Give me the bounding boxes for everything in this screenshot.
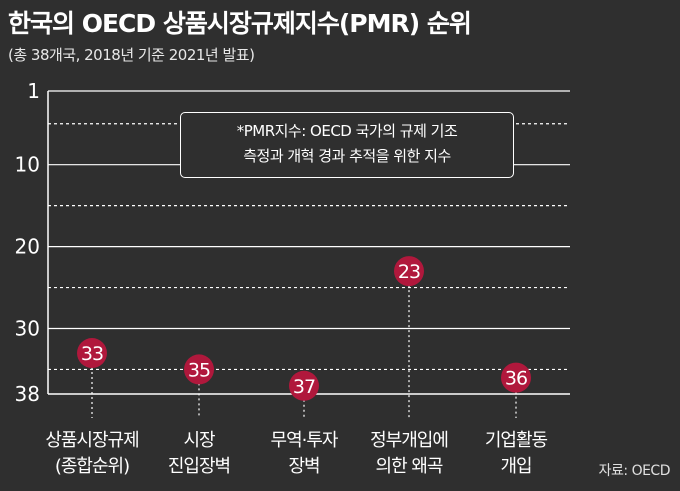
category-label-4-0: 기업활동: [485, 430, 548, 451]
data-label-0: 33: [81, 343, 103, 365]
note-box: *PMR지수: OECD 국가의 규제 기조 측정과 개혁 경과 추적을 위한 …: [180, 112, 514, 178]
note-line-2: 측정과 개혁 경과 추적을 위한 지수: [243, 147, 451, 165]
source-label: 자료: OECD: [598, 463, 671, 479]
category-label-3-1: 의한 왜곡: [376, 456, 443, 477]
y-tick-label-3: 30: [15, 316, 40, 340]
category-label-4-1: 개입: [500, 456, 531, 477]
chart-title: 한국의 OECD 상품시장규제지수(PMR) 순위: [8, 9, 472, 38]
data-label-3: 23: [398, 261, 420, 283]
data-label-4: 36: [505, 368, 527, 390]
category-label-1-1: 진입장벽: [168, 456, 230, 477]
category-label-0-1: (종합순위): [55, 456, 129, 477]
y-tick-label-2: 20: [15, 235, 40, 259]
marker-4: [501, 362, 531, 393]
data-label-2: 37: [293, 376, 315, 398]
category-label-2-1: 장벽: [288, 456, 319, 477]
category-label-1-0: 시장: [183, 430, 215, 451]
marker-1: [184, 354, 214, 385]
y-tick-label-1: 10: [15, 153, 40, 177]
data-label-1: 35: [188, 359, 210, 381]
category-label-2-0: 무역·투자: [271, 430, 339, 451]
marker-2: [289, 370, 319, 401]
y-tick-label-0: 1: [27, 79, 40, 103]
note-line-1: *PMR지수: OECD 국가의 규제 기조: [236, 122, 458, 140]
category-label-0-0: 상품시장규제: [45, 430, 138, 451]
marker-3: [394, 256, 424, 287]
category-label-3-0: 정부개입에: [370, 430, 448, 451]
marker-0: [77, 338, 107, 369]
y-tick-label-4: 38: [15, 382, 40, 406]
chart-subtitle: (총 38개국, 2018년 기준 2021년 발표): [8, 46, 255, 64]
